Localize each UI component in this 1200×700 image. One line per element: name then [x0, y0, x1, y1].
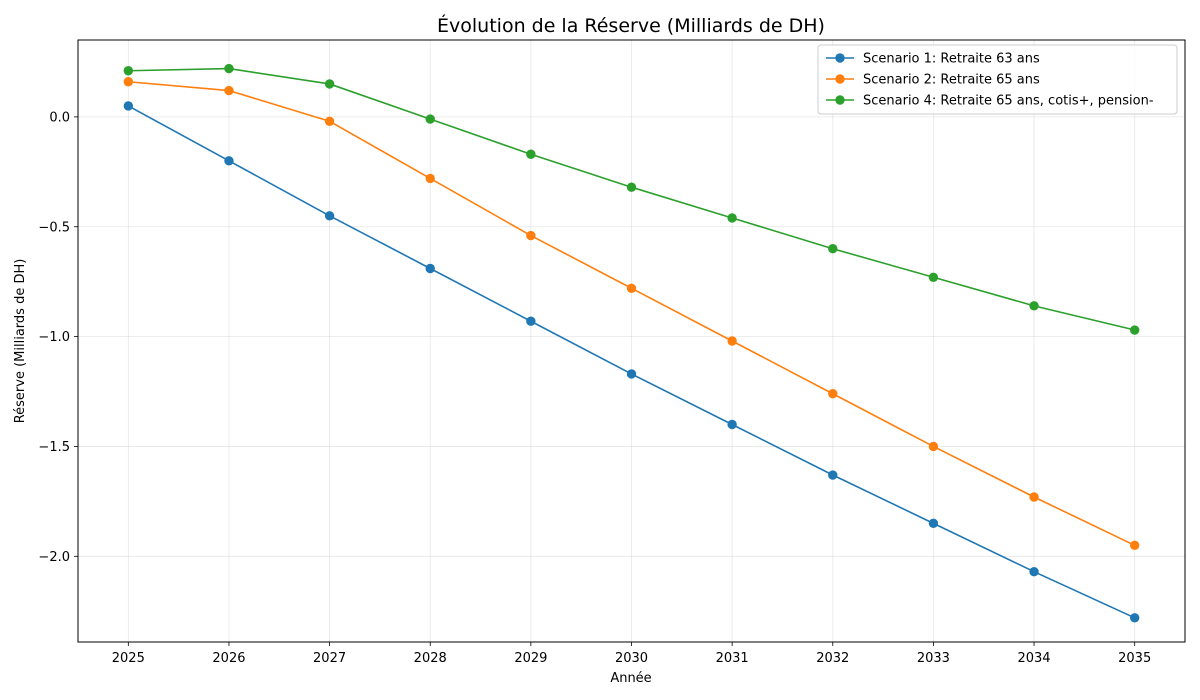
data-point [828, 389, 838, 399]
y-tick-label: −2.0 [38, 550, 70, 565]
legend-marker [835, 74, 845, 84]
x-tick-label: 2026 [212, 651, 245, 666]
data-point [324, 116, 335, 126]
data-point [626, 182, 637, 192]
y-axis-title: Réserve (Milliards de DH) [13, 259, 28, 424]
data-point [224, 85, 234, 96]
x-tick-label: 2033 [917, 651, 950, 666]
data-point [928, 441, 939, 452]
y-tick-label: −1.0 [38, 330, 70, 345]
chart-title: Évolution de la Réserve (Milliards de DH… [437, 14, 825, 37]
x-tick-label: 2028 [414, 651, 447, 666]
data-point [224, 156, 234, 166]
x-tick-label: 2032 [816, 651, 849, 666]
data-point [626, 283, 637, 293]
data-point [626, 369, 637, 379]
data-point [526, 316, 536, 326]
y-tick-label: −1.5 [38, 440, 70, 455]
axis-ticks: 2025 2026 2027 2028 2029 2030 2031 2032 2033 2034… [38, 110, 1151, 666]
data-point [928, 518, 939, 529]
data-point [1029, 492, 1039, 502]
series-group [123, 63, 1140, 623]
x-axis-title: Année [610, 671, 651, 686]
legend-marker [835, 95, 845, 105]
data-point [123, 77, 134, 87]
legend-box [817, 44, 1178, 115]
data-point [1029, 566, 1039, 577]
data-point [123, 66, 134, 76]
series-3 [123, 63, 1140, 335]
legend-label: Scenario 2: Retraite 65 ans [863, 73, 1040, 88]
data-point [1129, 325, 1140, 335]
x-tick-label: 2029 [514, 651, 547, 666]
legend-item: Scenario 2: Retraite 65 ans [826, 73, 1040, 88]
legend: Scenario 1: Retraite 63 ans Scenario 2: R… [817, 44, 1178, 115]
x-tick-label: 2034 [1017, 651, 1050, 666]
data-point [526, 149, 536, 159]
x-tick-label: 2027 [313, 651, 346, 666]
data-point [928, 272, 939, 282]
data-point [425, 173, 435, 184]
data-point [324, 79, 335, 89]
data-point [1129, 540, 1140, 551]
data-point [727, 336, 737, 346]
data-point [828, 470, 838, 480]
data-point [1129, 613, 1140, 623]
data-point [1029, 301, 1039, 311]
data-point [425, 114, 435, 124]
data-point [425, 263, 435, 274]
legend-marker [835, 53, 845, 63]
x-tick-label: 2030 [615, 651, 648, 666]
data-point [727, 213, 737, 223]
x-tick-label: 2025 [112, 651, 145, 666]
series-1 [123, 101, 1140, 623]
legend-item: Scenario 4: Retraite 65 ans, cotis+, pen… [826, 94, 1154, 109]
legend-item: Scenario 1: Retraite 63 ans [826, 52, 1040, 67]
legend-label: Scenario 1: Retraite 63 ans [863, 52, 1040, 67]
data-point [828, 244, 838, 254]
series-2 [123, 77, 1140, 551]
data-point [324, 211, 335, 221]
data-point [526, 230, 536, 241]
y-tick-label: 0.0 [49, 110, 70, 125]
data-point [224, 63, 234, 74]
legend-label: Scenario 4: Retraite 65 ans, cotis+, pen… [863, 94, 1154, 109]
data-point [123, 101, 134, 111]
x-tick-label: 2035 [1118, 651, 1151, 666]
x-tick-label: 2031 [716, 651, 749, 666]
data-point [727, 419, 737, 430]
y-tick-label: −0.5 [38, 220, 70, 235]
